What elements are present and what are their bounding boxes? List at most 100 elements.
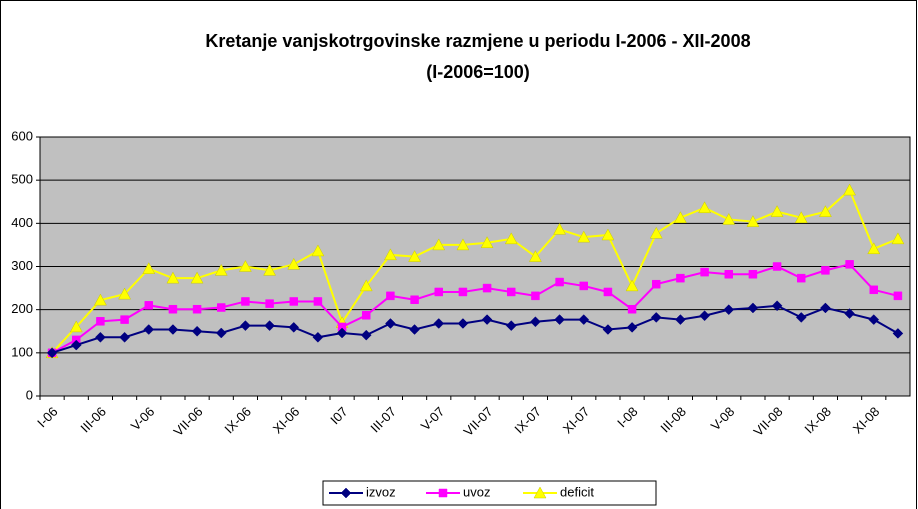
marker — [263, 263, 277, 276]
marker — [287, 257, 301, 270]
marker — [626, 322, 638, 333]
marker — [867, 242, 881, 255]
marker — [528, 250, 542, 262]
marker — [892, 328, 904, 339]
marker — [746, 215, 760, 227]
marker — [264, 320, 275, 331]
marker — [386, 291, 395, 301]
marker — [217, 303, 226, 312]
marker — [698, 201, 712, 214]
legend-label: uvoz — [463, 484, 490, 499]
marker — [843, 183, 857, 196]
marker — [190, 271, 204, 284]
marker — [410, 295, 419, 304]
marker — [214, 263, 228, 276]
marker — [553, 222, 567, 235]
marker — [385, 318, 396, 329]
marker — [481, 314, 493, 325]
marker — [337, 322, 347, 332]
marker — [408, 250, 422, 262]
marker — [143, 324, 155, 335]
marker — [818, 205, 832, 217]
marker — [625, 279, 639, 292]
marker — [359, 279, 373, 292]
marker — [844, 308, 855, 319]
marker — [554, 314, 565, 325]
marker — [238, 259, 252, 272]
marker — [93, 293, 107, 306]
marker — [166, 271, 180, 284]
legend-label: izvoz — [366, 484, 396, 499]
marker — [869, 285, 878, 295]
marker — [699, 310, 710, 322]
marker — [748, 270, 758, 279]
marker — [142, 262, 156, 274]
marker — [95, 331, 106, 343]
marker — [579, 281, 588, 291]
marker — [480, 236, 494, 249]
y-tick-label: 500 — [11, 172, 33, 187]
marker — [241, 297, 250, 306]
marker — [676, 273, 685, 283]
marker — [409, 324, 420, 335]
marker — [168, 304, 178, 314]
marker — [893, 291, 903, 301]
y-tick-label: 400 — [11, 215, 33, 230]
marker — [601, 228, 615, 241]
y-tick-label: 100 — [11, 344, 33, 359]
chart-subtitle: (I-2006=100) — [426, 62, 530, 82]
marker — [771, 300, 783, 312]
marker — [482, 283, 492, 293]
marker — [504, 232, 518, 245]
marker — [311, 244, 325, 257]
marker — [794, 211, 808, 223]
marker — [820, 302, 831, 314]
marker — [507, 287, 516, 297]
marker — [265, 299, 274, 308]
y-tick-label: 600 — [11, 128, 33, 143]
marker — [602, 324, 614, 335]
marker — [336, 327, 348, 339]
marker — [627, 304, 637, 314]
marker — [578, 314, 590, 325]
y-tick-label: 0 — [26, 387, 33, 402]
marker — [383, 248, 397, 261]
marker — [772, 262, 782, 271]
marker — [797, 273, 806, 283]
marker — [96, 317, 105, 326]
marker — [770, 205, 784, 217]
marker — [191, 325, 203, 337]
marker — [362, 311, 371, 320]
marker — [70, 339, 82, 351]
marker — [456, 238, 470, 251]
marker — [700, 267, 709, 277]
marker — [457, 318, 469, 329]
marker — [69, 320, 83, 333]
marker — [724, 270, 733, 279]
marker — [533, 486, 547, 499]
series-line — [51, 188, 899, 354]
chart-title: Kretanje vanjskotrgovinske razmjene u pe… — [205, 31, 750, 51]
marker — [845, 260, 854, 269]
legend-box — [322, 480, 657, 506]
marker — [530, 316, 541, 328]
marker — [119, 331, 130, 343]
marker — [458, 287, 468, 297]
y-tick-label: 300 — [11, 258, 33, 273]
marker — [821, 266, 830, 275]
marker — [673, 211, 687, 223]
marker — [432, 238, 446, 251]
marker — [577, 230, 591, 243]
marker — [46, 347, 58, 359]
marker — [868, 314, 880, 325]
marker — [723, 304, 735, 316]
marker — [312, 331, 324, 343]
marker — [192, 304, 202, 314]
marker — [144, 301, 153, 310]
marker — [289, 297, 298, 306]
marker — [118, 287, 132, 300]
marker — [433, 318, 445, 329]
marker — [747, 302, 759, 314]
marker — [603, 287, 613, 297]
